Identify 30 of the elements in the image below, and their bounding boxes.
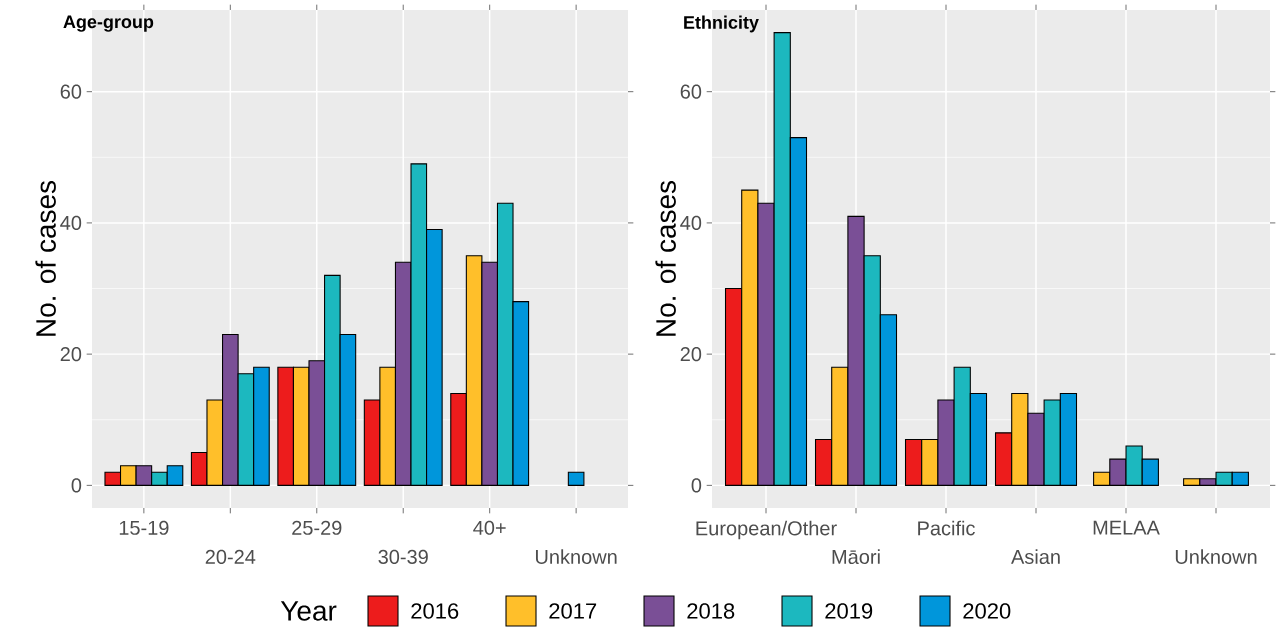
x-tick-label: 20-24	[205, 549, 256, 564]
y-axis-title: No. of cases	[35, 180, 56, 336]
x-tick-label: Asian	[1011, 549, 1060, 564]
x-tick-label: 15-19	[119, 520, 169, 535]
x-tick-label: MELAA	[1093, 520, 1160, 535]
x-tick-label: 30-39	[378, 549, 428, 564]
legend-label: 2017	[549, 603, 597, 619]
x-tick-label: Pacific	[918, 520, 975, 536]
y-tick-label: 40	[680, 215, 702, 230]
x-tick-label: 25-29	[292, 520, 342, 535]
y-tick-label: 20	[60, 347, 82, 362]
y-tick-label: 0	[71, 478, 82, 493]
y-tick-label: 60	[60, 84, 82, 99]
y-axis-title: No. of cases	[655, 180, 676, 336]
x-tick-label: Unknown	[535, 549, 617, 564]
x-tick-label: European/Other	[696, 520, 837, 540]
x-tick-label: 40+	[473, 520, 506, 535]
x-tick-label: Māori	[832, 549, 880, 564]
legend-label: 2020	[963, 603, 1011, 619]
legend-label: 2019	[825, 603, 873, 619]
legend-label: 2016	[411, 603, 459, 619]
y-tick-label: 0	[691, 478, 702, 493]
legend-title: Year	[280, 601, 337, 621]
legend-label: 2018	[687, 603, 735, 619]
y-tick-label: 20	[680, 347, 702, 362]
chart-title: Ethnicity	[684, 15, 759, 33]
chart-title: Age-group	[63, 15, 154, 32]
y-tick-label: 60	[680, 84, 702, 99]
x-tick-label: Unknown	[1175, 549, 1257, 564]
y-tick-label: 40	[60, 215, 82, 230]
